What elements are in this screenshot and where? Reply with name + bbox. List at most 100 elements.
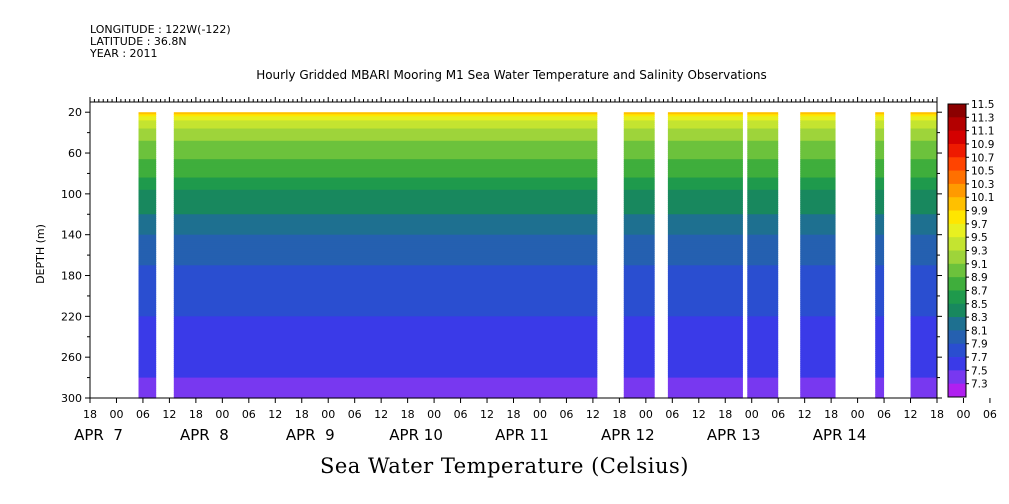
data-cell	[910, 246, 937, 250]
data-cell	[173, 387, 598, 391]
data-cell	[173, 283, 598, 287]
data-cell	[910, 210, 937, 213]
data-cell	[173, 265, 598, 268]
data-cell	[910, 136, 937, 140]
data-cell	[667, 332, 743, 336]
data-cell	[910, 306, 937, 309]
data-cell	[910, 191, 937, 195]
data-cell	[747, 277, 779, 281]
data-cell	[910, 373, 937, 377]
data-cell	[138, 228, 157, 232]
data-cell	[623, 355, 655, 358]
data-cell	[173, 314, 598, 317]
data-cell	[910, 202, 937, 205]
data-cell	[173, 148, 598, 152]
data-cell	[667, 285, 743, 289]
colorbar-swatch	[948, 157, 966, 171]
data-cell	[173, 393, 598, 397]
data-cell	[138, 204, 157, 207]
data-cell	[667, 153, 743, 156]
data-cell	[875, 208, 885, 211]
data-cell	[747, 150, 779, 154]
data-cell	[910, 177, 937, 181]
colorbar-label: 8.7	[971, 285, 988, 297]
data-cell	[747, 185, 779, 189]
data-cell	[875, 389, 885, 393]
data-cell	[747, 197, 779, 201]
data-cell	[800, 226, 836, 230]
data-cell	[747, 146, 779, 150]
data-cell	[623, 173, 655, 177]
data-cell	[173, 261, 598, 264]
data-cell	[800, 393, 836, 397]
data-cell	[138, 212, 157, 215]
year-label: YEAR : 2011	[90, 47, 158, 60]
x-date-label: APR 12	[601, 426, 655, 444]
data-cell	[875, 336, 885, 340]
data-cell	[747, 214, 779, 217]
data-cell	[138, 308, 157, 311]
data-cell	[747, 279, 779, 283]
data-cell	[623, 144, 655, 148]
data-cell	[800, 387, 836, 391]
data-cell	[138, 365, 157, 368]
data-cell	[747, 273, 779, 277]
data-cell	[910, 165, 937, 168]
data-cell	[875, 134, 885, 138]
data-cell	[875, 181, 885, 185]
data-cell	[623, 189, 655, 193]
data-cell	[667, 116, 743, 119]
data-cell	[173, 136, 598, 140]
data-cell	[667, 150, 743, 154]
data-cell	[623, 232, 655, 236]
data-cell	[910, 324, 937, 328]
data-cell	[623, 391, 655, 395]
data-cell	[910, 269, 937, 273]
data-cell	[667, 342, 743, 346]
data-cell	[800, 383, 836, 387]
data-cell	[667, 385, 743, 389]
data-cell	[910, 318, 937, 322]
data-cell	[138, 224, 157, 228]
data-cell	[747, 177, 779, 181]
data-cell	[173, 165, 598, 168]
data-cell	[910, 328, 937, 332]
data-cell	[173, 269, 598, 273]
data-cell	[747, 381, 779, 385]
data-cell	[138, 128, 157, 132]
data-cell	[623, 118, 655, 121]
data-cell	[910, 163, 937, 166]
data-cell	[173, 234, 598, 238]
data-cell	[910, 167, 937, 170]
data-cell	[667, 297, 743, 301]
data-cell	[173, 389, 598, 393]
data-cell	[623, 222, 655, 226]
data-cell	[138, 263, 157, 266]
data-cell	[623, 332, 655, 336]
data-cell	[800, 349, 836, 352]
data-cell	[875, 226, 885, 230]
colorbar-swatch	[948, 104, 966, 118]
data-cell	[173, 253, 598, 256]
data-cell	[138, 242, 157, 246]
data-cell	[910, 122, 937, 126]
data-cell	[910, 114, 937, 117]
data-cell	[910, 175, 937, 179]
data-cell	[138, 334, 157, 338]
data-cell	[173, 351, 598, 354]
data-cell	[800, 371, 836, 375]
colorbar-label: 10.9	[971, 139, 994, 151]
data-cell	[138, 199, 157, 203]
data-cell	[875, 234, 885, 238]
data-cell	[747, 304, 779, 307]
data-cell	[800, 281, 836, 285]
data-cell	[623, 359, 655, 362]
data-cell	[173, 179, 598, 183]
data-cell	[875, 126, 885, 130]
data-cell	[623, 379, 655, 383]
data-cell	[875, 244, 885, 248]
data-cell	[910, 259, 937, 262]
data-cell	[138, 277, 157, 281]
data-cell	[667, 395, 743, 399]
data-cell	[800, 336, 836, 340]
